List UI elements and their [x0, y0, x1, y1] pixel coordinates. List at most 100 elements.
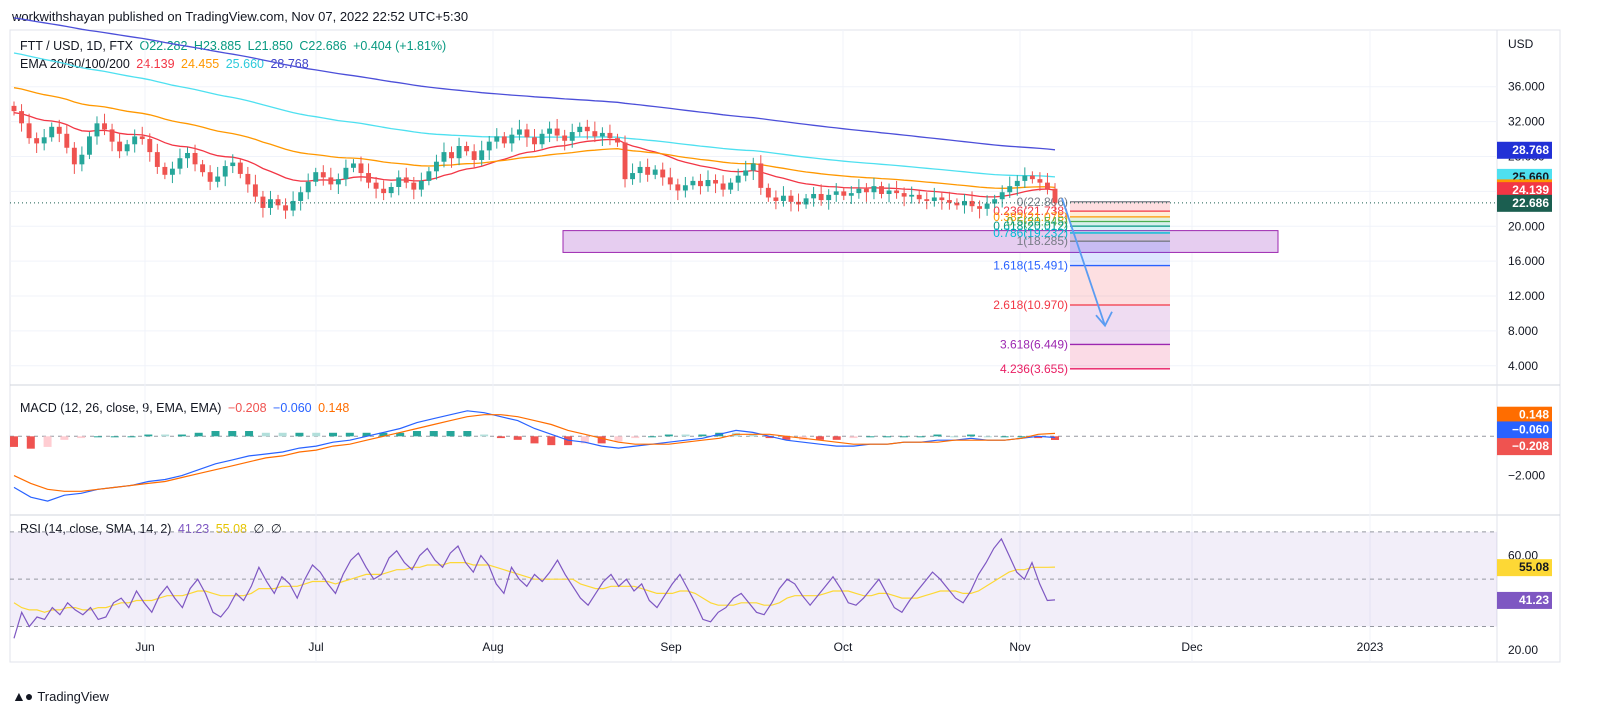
candle-body [569, 132, 575, 141]
macd-histogram-bar [194, 432, 203, 437]
macd-histogram-bar [26, 436, 35, 449]
candle-body [471, 151, 477, 160]
macd-histogram-bar [144, 434, 153, 437]
candle-body [562, 135, 568, 141]
macd-histogram-bar [849, 436, 858, 439]
main-legend[interactable]: FTT / USD, 1D, FTX O22.282 H23.885 L21.8… [20, 39, 449, 53]
macd-tag: −0.060 [1512, 422, 1549, 436]
macd-legend[interactable]: MACD (12, 26, close, 9, EMA, EMA) −0.208… [20, 401, 352, 415]
macd-histogram-bar [580, 436, 589, 444]
ema100-line [13, 52, 1056, 178]
time-axis-label: Jul [308, 640, 323, 654]
macd-line-value: −0.060 [273, 401, 312, 415]
candle-body [969, 200, 975, 207]
fib-level-label: 1(18.285) [1017, 234, 1068, 248]
macd-histogram-bar [698, 434, 707, 437]
candle-body [682, 185, 688, 191]
rsi-ma-value: 55.08 [215, 522, 247, 536]
candle-body [705, 180, 711, 187]
candle-body [94, 123, 100, 137]
candle-body [86, 136, 92, 155]
rsi-label[interactable]: RSI (14, close, SMA, 14, 2) [20, 522, 172, 536]
candle-body [290, 200, 296, 211]
candle-body [56, 126, 62, 134]
candle-body [765, 187, 771, 198]
candle-body [532, 137, 537, 145]
ema200-line [13, 17, 1056, 151]
candle-body [283, 205, 289, 211]
candle-body [501, 136, 507, 144]
fib-band [1070, 241, 1170, 266]
candle-body [71, 147, 77, 165]
macd-histogram-bar [547, 436, 556, 446]
fib-band [1070, 265, 1170, 306]
macd-label[interactable]: MACD (12, 26, close, 9, EMA, EMA) [20, 401, 222, 415]
fib-level-label: 4.236(3.655) [1000, 362, 1068, 376]
macd-histogram-bar [362, 432, 371, 437]
candle-body [26, 123, 32, 139]
candle-body [358, 163, 364, 174]
candle-body [939, 197, 945, 201]
fib-band [1070, 221, 1170, 227]
candle-body [403, 177, 409, 183]
macd-histogram-bar [983, 436, 992, 438]
macd-histogram-bar [815, 436, 824, 440]
macd-histogram-bar [127, 436, 136, 438]
macd-histogram-bar [614, 436, 623, 442]
price-tag-bg [1497, 194, 1552, 212]
candle-body [856, 188, 862, 194]
candle-body [109, 129, 115, 142]
candle-body [162, 166, 168, 175]
ema-legend[interactable]: EMA 20/50/100/200 24.139 24.455 25.660 2… [20, 57, 312, 71]
price-axis-tick: 32.000 [1508, 115, 1545, 129]
candle-body [328, 177, 334, 185]
time-axis-label: Sep [660, 640, 682, 654]
candle-body [298, 192, 304, 201]
candle-body [1022, 175, 1028, 181]
candle-body [690, 180, 696, 186]
macd-histogram-bar [379, 432, 388, 437]
candle-body [675, 184, 681, 191]
symbol-title[interactable]: FTT / USD, 1D, FTX [20, 39, 133, 53]
macd-histogram-bar [866, 436, 875, 438]
macd-tag: −0.208 [1512, 439, 1549, 453]
rsi-legend[interactable]: RSI (14, close, SMA, 14, 2) 41.23 55.08 … [20, 521, 285, 536]
macd-histogram-bar [883, 436, 892, 438]
rsi-band-background [10, 531, 1497, 627]
price-axis-tick: 4.000 [1508, 359, 1538, 373]
candle-body [124, 144, 130, 152]
footer-brand[interactable]: TradingView [37, 688, 109, 704]
candle-body [607, 132, 613, 139]
price-tag: 28.768 [1512, 143, 1549, 157]
ohlc-close: C22.686 [299, 39, 347, 53]
candle-body [433, 161, 439, 172]
macd-histogram-bar [161, 434, 170, 437]
rsi-tag-bg [1497, 559, 1552, 577]
candle-body [102, 123, 107, 130]
candle-body [139, 136, 145, 140]
candle-body [803, 198, 809, 205]
candle-body [750, 163, 756, 171]
fib-band [1070, 216, 1170, 222]
candle-body [728, 182, 734, 190]
macd-histogram-bar [345, 432, 354, 437]
candle-body [516, 129, 522, 135]
candle-body [441, 152, 447, 162]
time-axis-label: Aug [482, 640, 503, 654]
candle-body [49, 126, 55, 138]
candle-body [901, 193, 907, 197]
price-axis-tick: 12.000 [1508, 289, 1545, 303]
rsi-tag: 55.08 [1519, 560, 1549, 574]
candle-body [1029, 175, 1035, 180]
footer[interactable]: ▲● TradingView [12, 688, 109, 704]
candle-body [305, 181, 311, 193]
macd-histogram-bar [77, 436, 86, 439]
candle-body [992, 199, 998, 204]
tradingview-logo-icon[interactable]: ▲● [12, 688, 33, 704]
candle-body [735, 175, 741, 183]
ohlc-open: O22.282 [139, 39, 188, 53]
ema20-line [13, 112, 1056, 198]
macd-axis-tick: −2.000 [1508, 469, 1545, 483]
fib-band [1070, 211, 1170, 217]
